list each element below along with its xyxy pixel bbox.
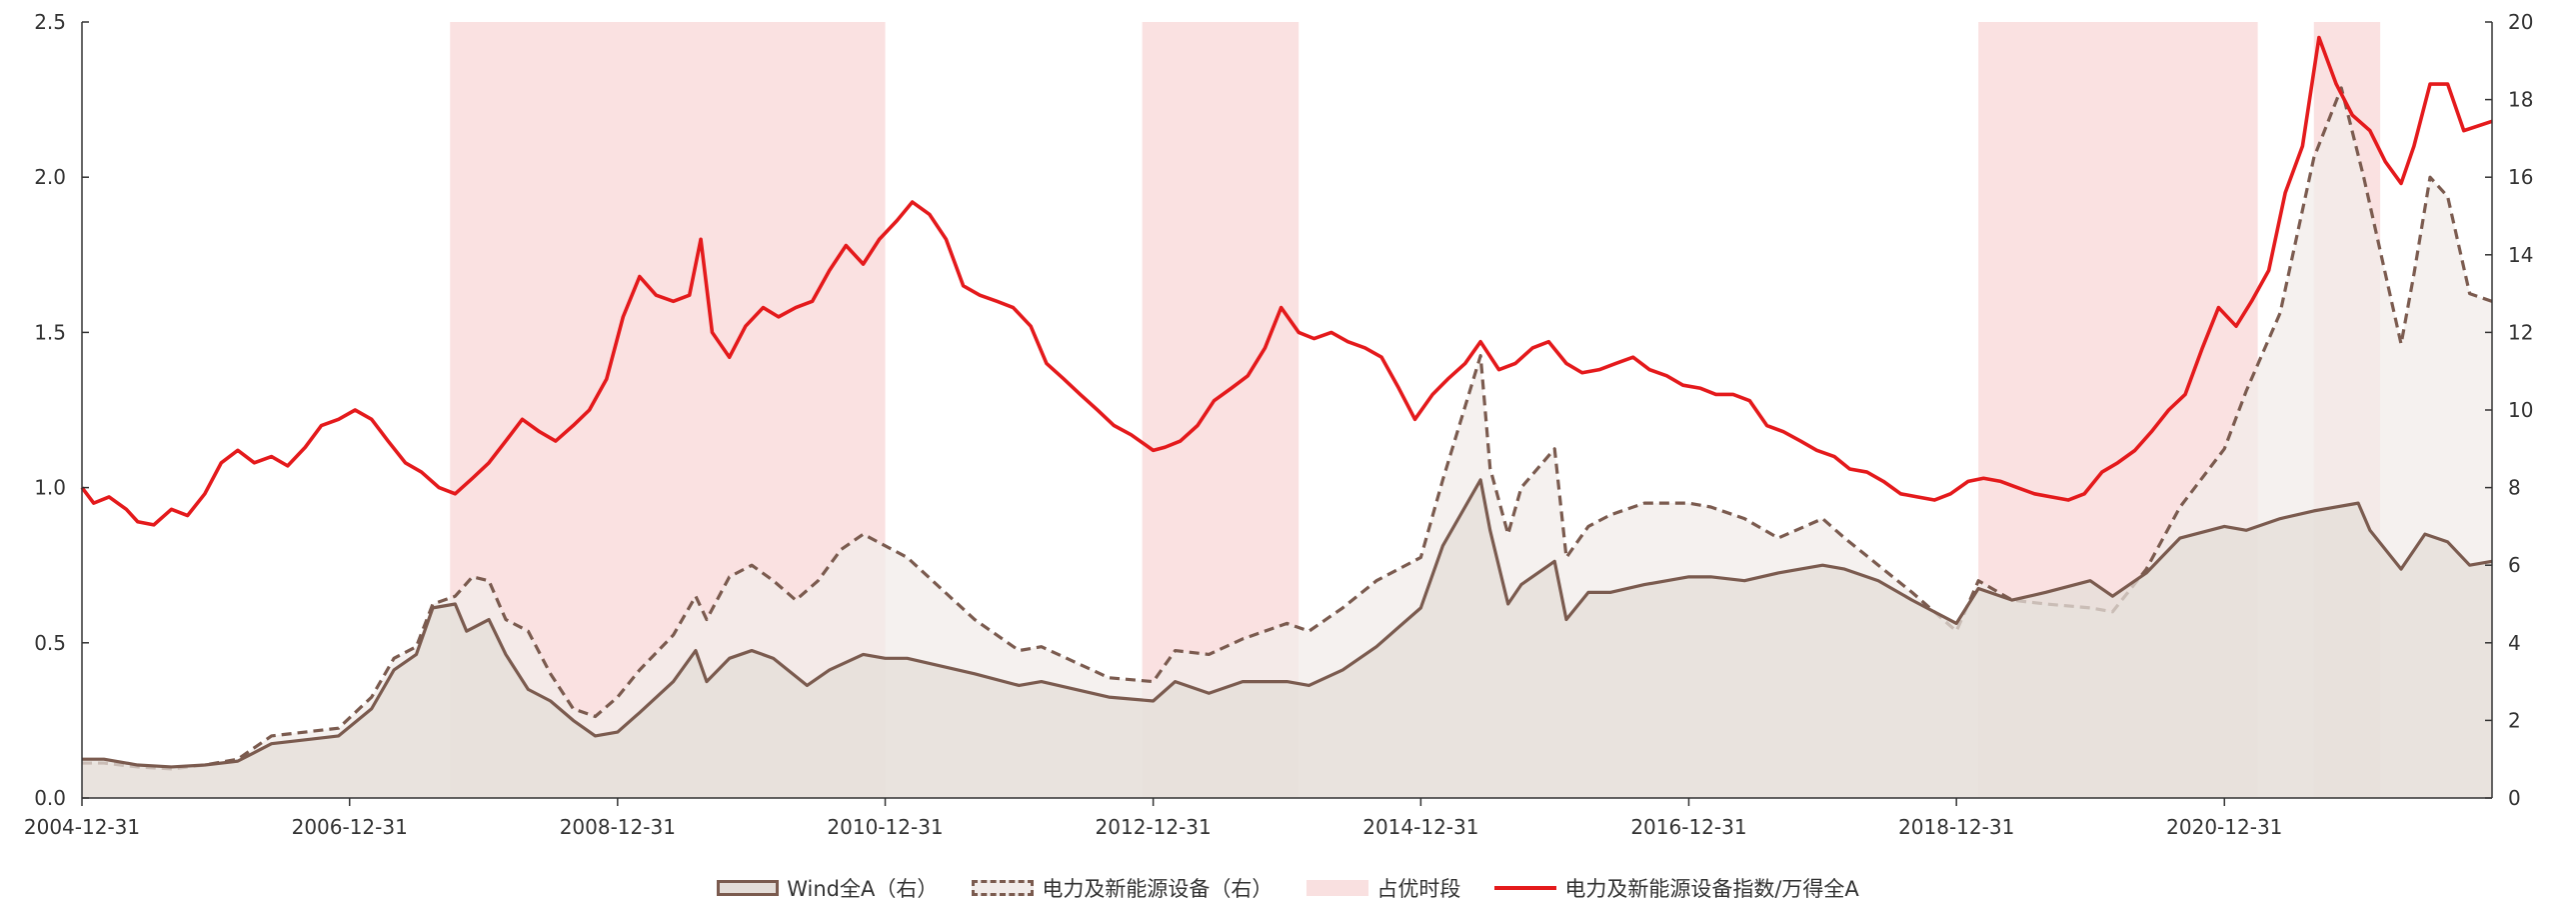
legend-label-ratio: 电力及新能源设备指数/万得全A xyxy=(1564,877,1859,901)
x-tick-label: 2020-12-31 xyxy=(2166,815,2282,839)
x-tick-label: 2010-12-31 xyxy=(827,815,943,839)
x-tick-label: 2014-12-31 xyxy=(1362,815,1478,839)
y-right-tick-label: 0 xyxy=(2508,786,2521,810)
y-right-tick-label: 6 xyxy=(2508,553,2521,577)
x-tick-label: 2006-12-31 xyxy=(292,815,408,839)
legend-item-ratio: 电力及新能源设备指数/万得全A xyxy=(1494,873,1859,903)
x-tick-label: 2008-12-31 xyxy=(560,815,676,839)
y-right-tick-label: 12 xyxy=(2508,320,2533,344)
legend-label-dominant: 占优时段 xyxy=(1376,877,1461,901)
legend-swatch-dominant xyxy=(1306,880,1369,896)
legend-swatch-ratio xyxy=(1494,886,1557,890)
y-left-tick-label: 2.5 xyxy=(34,10,66,34)
y-right-tick-label: 20 xyxy=(2508,10,2533,34)
chart-legend: Wind全A（右） 电力及新能源设备（右） 占优时段 电力及新能源设备指数/万得… xyxy=(0,868,2576,908)
y-left-tick-label: 1.0 xyxy=(34,476,66,500)
legend-swatch-wind xyxy=(717,880,780,896)
chart-canvas: 0.0 0.5 1.0 1.5 2.0 2.5 0 2 4 6 8 10 12 14 16 18 20 2004-… xyxy=(24,10,2534,839)
legend-item-wind: Wind全A（右） xyxy=(717,873,938,903)
x-tick-label: 2016-12-31 xyxy=(1630,815,1746,839)
y-left-tick-label: 2.0 xyxy=(34,165,66,189)
series-line-wind xyxy=(82,478,2493,769)
y-right-tick-label: 16 xyxy=(2508,165,2533,189)
x-tick-label: 2018-12-31 xyxy=(1898,815,2014,839)
y-right-tick-label: 18 xyxy=(2508,88,2533,112)
y-left-tick-label: 0.0 xyxy=(34,786,66,810)
legend-label-elec: 电力及新能源设备（右） xyxy=(1042,877,1274,901)
y-right-tick-label: 2 xyxy=(2508,708,2521,732)
x-tick-label: 2004-12-31 xyxy=(24,815,140,839)
area-series-layer xyxy=(82,86,2493,798)
y-right-tick-label: 4 xyxy=(2508,631,2521,655)
y-right-tick-label: 8 xyxy=(2508,476,2521,500)
legend-swatch-elec xyxy=(972,880,1035,896)
legend-item-dominant: 占优时段 xyxy=(1306,873,1460,903)
y-right-tick-label: 14 xyxy=(2508,243,2533,267)
legend-item-elec: 电力及新能源设备（右） xyxy=(972,873,1273,903)
series-area-wind xyxy=(82,479,2492,798)
axes: 0.0 0.5 1.0 1.5 2.0 2.5 0 2 4 6 8 10 12 14 16 18 20 2004-… xyxy=(24,10,2534,839)
series-line-ratio xyxy=(80,35,2493,527)
y-left-tick-label: 1.5 xyxy=(34,320,66,344)
x-tick-label: 2012-12-31 xyxy=(1096,815,1212,839)
ratio-line-layer xyxy=(80,35,2493,527)
legend-label-wind: Wind全A（右） xyxy=(787,877,939,901)
y-right-tick-label: 10 xyxy=(2508,398,2533,422)
y-left-tick-label: 0.5 xyxy=(34,631,66,655)
